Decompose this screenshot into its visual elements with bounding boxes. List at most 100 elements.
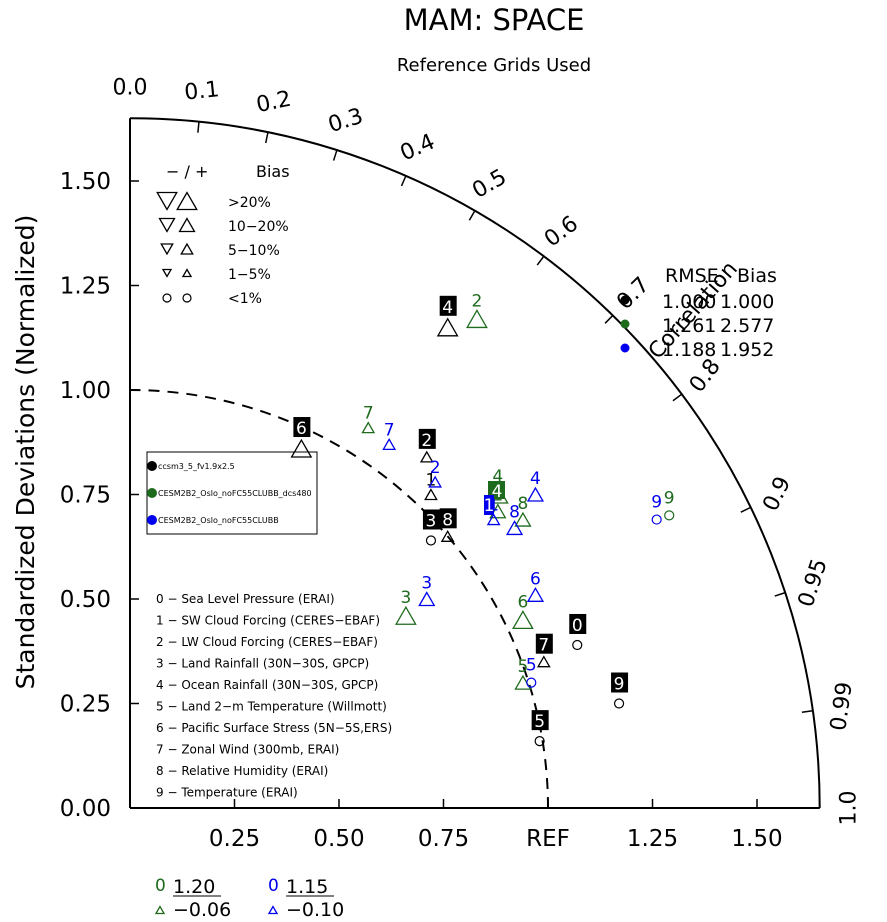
data-point-marker [424,488,438,501]
data-point-marker [440,529,455,542]
bias-legend-down-marker [161,268,173,278]
data-point-label: 1 [426,471,437,491]
data-point-marker [382,438,397,450]
outer-arc [129,117,821,809]
data-point-label-box [484,495,494,515]
data-point-label-box [535,633,553,654]
bias-legend-up-marker [176,191,198,211]
rmse-row-dot [620,295,630,305]
y-tick-label: 0.25 [60,692,111,718]
data-point-label: 9 [651,493,662,513]
data-point-marker [514,511,532,527]
corr-tick-mark [468,210,476,221]
data-point-marker [361,421,376,434]
rmse-header: RMSE [665,265,719,287]
data-point-marker [419,450,434,463]
bias-legend-row-label: >20% [228,195,271,211]
data-point-label-box [569,613,587,634]
case-legend-dot [147,461,157,471]
data-point-label: 7 [538,636,549,656]
corr-tick-mark [332,149,338,161]
data-point-label: 8 [518,494,529,514]
data-point-marker [436,317,459,337]
corr-tick-mark [774,591,786,597]
footer-number: 0 [268,876,279,896]
corr-tick-label: 0.99 [826,680,858,732]
case-legend-dot [147,515,157,525]
data-point-marker [466,309,488,329]
data-point-label: 2 [472,291,483,311]
data-point-label: 7 [384,420,395,440]
case-legend-dot [147,488,157,498]
corr-tick-label: 0.5 [468,165,511,204]
data-point-label-box [439,508,457,529]
bias-legend-row-label: 1−5% [228,267,271,283]
corr-tick-label: 0.1 [183,77,220,105]
y-axis-label: Standardized Deviations (Normalized) [11,215,40,690]
footer-number: 0 [155,876,166,896]
corr-tick-mark [536,255,545,266]
data-point-marker [526,486,545,502]
bias-legend-down-marker [158,217,176,233]
chart-title: MAM: SPACE [404,3,585,37]
data-point-marker [526,677,537,688]
x-tick-label: 1.25 [627,826,678,852]
data-point-label-box [531,710,549,731]
data-point-marker [512,610,534,630]
corr-tick-mark [672,393,683,402]
chart-subtitle: Reference Grids Used [397,55,591,76]
data-point-label: 6 [530,569,541,589]
rmse-row-dot [620,343,630,353]
corr-tick-mark [265,132,269,144]
data-point-label: 9 [664,488,675,508]
data-point-label: 6 [518,592,529,612]
footer-value-bottom: −0.06 [173,899,231,921]
data-point-label: 4 [492,482,503,502]
data-point-marker [290,438,313,458]
data-point-label: 2 [430,458,441,478]
bias-legend-down-marker [160,243,174,256]
data-point-marker [534,736,545,747]
corr-tick-label: 0.4 [397,129,439,166]
y-tick-label: 1.00 [60,378,111,404]
data-point-label-box [611,672,629,693]
corr-tick-mark [604,314,614,324]
bias-value: 1.952 [720,339,774,361]
x-tick-label: 0.50 [313,826,364,852]
bias-legend-row-label: <1% [228,291,262,307]
variable-legend-item: 6 − Pacific Surface Stress (5N−5S,ERS) [156,721,392,735]
bias-legend-up-marker [178,217,196,233]
bias-legend-circle-marker [182,293,192,303]
data-point-marker [664,510,675,521]
rmse-value: 1.188 [662,339,716,361]
case-legend-label: CESM2B2_Oslo_noFC55CLUBB [158,516,279,525]
data-point-label: 7 [363,404,374,424]
x-tick-label: 0.75 [418,826,469,852]
bias-legend-header-label: Bias [256,162,290,181]
data-point-label-box [422,509,440,530]
data-point-label: 3 [421,574,432,594]
data-point-label: 4 [530,469,541,489]
y-tick-label: 0.00 [60,796,111,822]
data-point-label: 3 [400,588,411,608]
bias-legend-row-label: 5−10% [228,243,280,259]
data-point-marker [394,605,417,625]
corr-tick-label: 0.7 [612,272,654,314]
footer-value-bottom: −0.10 [286,899,344,921]
data-point-label: 4 [442,298,453,318]
footer-marker [267,905,279,915]
bias-legend-up-marker [180,242,194,255]
rmse-row-dot [620,319,630,329]
bias-legend-up-marker [181,268,193,278]
corr-tick-mark [400,175,407,187]
case-legend-label: ccsm3_5_fv1.9x2.5 [158,462,235,471]
x-tick-label: 0.25 [209,826,260,852]
corr-tick-mark [197,121,200,133]
data-point-label: 5 [526,656,537,676]
corr-tick-label: 0.9 [758,473,796,515]
variable-legend-item: 4 − Ocean Rainfall (30N−30S, GPCP) [156,678,378,692]
y-tick-label: 0.75 [60,483,111,509]
data-point-label: 3 [426,511,437,531]
variable-legend-item: 5 − Land 2−m Temperature (Willmott) [156,700,387,714]
